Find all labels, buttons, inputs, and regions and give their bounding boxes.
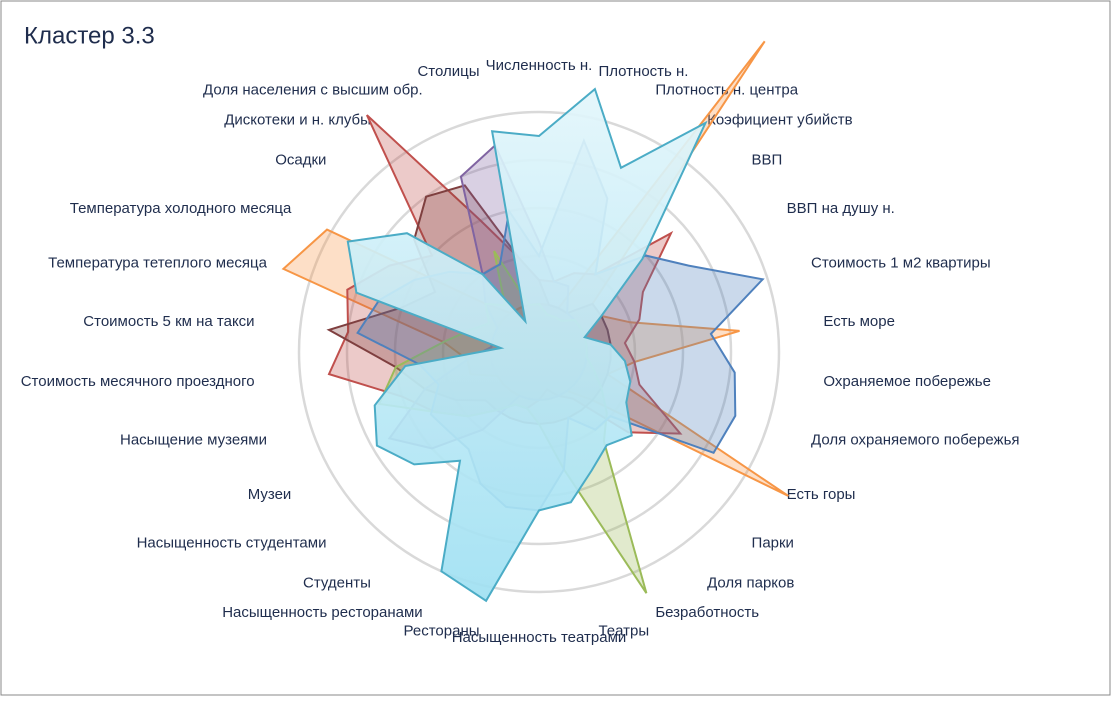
- axis-label: Численность н.: [486, 57, 593, 74]
- grid-ring: [297, 110, 781, 594]
- axis-label: Температура тетеплого месяца: [48, 255, 268, 272]
- axis-label: Есть море: [823, 313, 895, 330]
- chart-title: Кластер 3.3: [24, 22, 155, 49]
- axis-label: Доля населения с высшим обр.: [203, 82, 423, 99]
- axis-label: Стоимость месячного проездного: [21, 373, 255, 390]
- axis-label: Безработность: [655, 604, 759, 621]
- axis-label: Плотность н.: [598, 63, 688, 80]
- axis-label: Коэфициент убийств: [707, 112, 852, 129]
- axis-label: Насыщенность ресторанами: [222, 604, 422, 621]
- axis-label: Температура холодного месяца: [70, 200, 292, 217]
- axis-label: Доля охраняемого побережья: [811, 431, 1020, 448]
- axis-label: Парки: [752, 534, 794, 551]
- axis-label: Студенты: [303, 574, 371, 591]
- axis-label: Дискотеки и н. клубы: [224, 112, 371, 129]
- axis-label: Доля парков: [707, 574, 794, 591]
- axis-label: Насыщение музеями: [120, 431, 267, 448]
- axis-label: Стоимость 5 км на такси: [83, 313, 254, 330]
- axis-label: Столицы: [417, 63, 479, 80]
- axis-label: Музеи: [248, 486, 292, 503]
- axis-label: Театры: [598, 623, 649, 640]
- axis-label: Насыщенность театрами: [452, 629, 627, 646]
- axis-label: Есть горы: [787, 486, 856, 503]
- series-area: [346, 87, 708, 603]
- axis-label: Рестораны: [404, 623, 480, 640]
- axis-label: ВВП на душу н.: [787, 200, 895, 217]
- axis-label: Охраняемое побережье: [823, 373, 991, 390]
- axis-label: Насыщенность студентами: [137, 534, 327, 551]
- axis-label: Стоимость 1 м2 квартиры: [811, 255, 991, 272]
- axis-label: Осадки: [275, 152, 326, 169]
- axis-label: ВВП: [752, 152, 783, 169]
